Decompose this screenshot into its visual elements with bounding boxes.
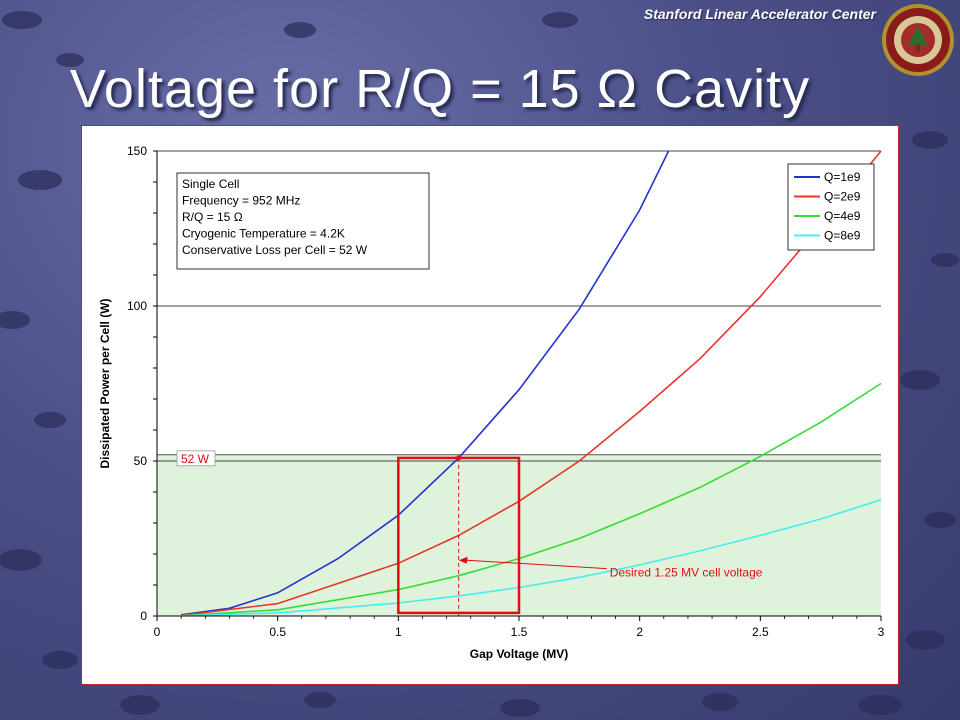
info-box-line-1: Frequency = 952 MHz: [182, 194, 300, 208]
y-tick-label-3: 150: [127, 144, 147, 158]
legend-label-1: Q=1e9: [824, 170, 861, 184]
y-tick-label-1: 50: [134, 454, 148, 468]
series-line-3: [181, 382, 882, 617]
x-tick-label-5: 2.5: [752, 625, 769, 639]
annotation-arrow-line: [466, 559, 607, 570]
chart-frame: Desired 1.25 MV cell voltage 52 W 0 50 100 1…: [81, 125, 899, 685]
series-line-1: [180, 150, 670, 616]
info-box-line-3: Cryogenic Temperature = 4.2K: [182, 227, 345, 241]
info-box-line-0: Single Cell: [182, 177, 239, 191]
legend-label-2: Q=2e9: [824, 190, 861, 204]
university-seal-icon: [882, 4, 954, 76]
info-box-line-2: R/Q = 15 Ω: [182, 210, 243, 224]
x-tick-label-1: 0.5: [269, 625, 286, 639]
organization-name: Stanford Linear Accelerator Center: [643, 6, 876, 22]
slide-title: Voltage for R/Q = 15 Ω Cavity: [69, 59, 811, 119]
y-axis-title: Dissipated Power per Cell (W): [98, 298, 112, 468]
x-tick-label-0: 0: [154, 625, 161, 639]
info-box: [176, 172, 430, 270]
info-box-line-4: Conservative Loss per Cell = 52 W: [182, 243, 368, 257]
legend-label-3: Q=4e9: [824, 209, 861, 223]
x-axis-title: Gap Voltage (MV): [470, 647, 568, 661]
x-tick-label-2: 1: [395, 625, 402, 639]
threshold-label-box: [176, 450, 216, 467]
x-tick-label-3: 1.5: [511, 625, 528, 639]
legend-label-4: Q=8e9: [824, 229, 861, 243]
series-line-4: [181, 499, 882, 617]
series-line-2: [181, 150, 882, 617]
marker-point: [456, 455, 462, 461]
y-tick-label-0: 0: [140, 609, 147, 623]
chart: Desired 1.25 MV cell voltage 52 W 0 50 100 1…: [98, 144, 885, 661]
y-tick-label-2: 100: [127, 299, 147, 313]
x-tick-label-6: 3: [878, 625, 885, 639]
x-tick-label-4: 2: [636, 625, 643, 639]
threshold-label: 52 W: [181, 452, 210, 466]
annotation-label: Desired 1.25 MV cell voltage: [610, 566, 763, 580]
annotation-arrowhead: [458, 556, 468, 564]
